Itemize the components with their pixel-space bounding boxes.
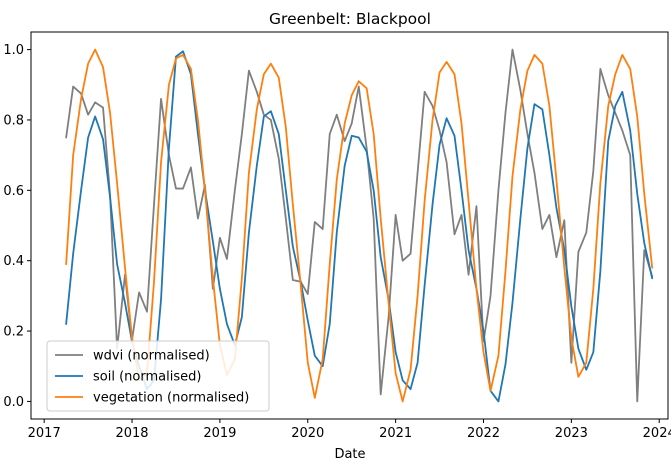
series-line-1	[65, 50, 654, 403]
legend-label-0: wdvi (normalised)	[93, 349, 210, 364]
x-tick-label: 2024	[643, 426, 671, 441]
y-axis: 0.0 0.2 0.4 0.6 0.8 1.0	[3, 43, 31, 410]
plot-frame	[30, 31, 669, 420]
y-tick-label: 0.0	[3, 395, 24, 410]
y-tick-label: 0.6	[3, 184, 24, 199]
x-axis-label: Date	[334, 447, 365, 462]
x-tick-label: 2023	[555, 426, 588, 441]
legend: wdvi (normalised) soil (normalised) vegeta…	[46, 340, 270, 412]
legend-box	[46, 340, 270, 412]
series-line-2	[65, 48, 654, 403]
legend-label-1: soil (normalised)	[93, 370, 201, 385]
series-line-0	[65, 48, 654, 403]
y-tick-label: 1.0	[3, 43, 24, 58]
x-tick-label: 2018	[115, 426, 148, 441]
y-tick-label: 0.4	[3, 254, 24, 269]
legend-label-2: vegetation (normalised)	[93, 391, 249, 406]
chart-title: Greenbelt: Blackpool	[269, 10, 431, 28]
series-layer	[65, 48, 654, 403]
x-tick-label: 2020	[291, 426, 324, 441]
x-tick-label: 2021	[379, 426, 412, 441]
x-tick-label: 2022	[467, 426, 500, 441]
x-axis: 2017 2018 2019 2020 2021 2022 2023 2024	[28, 419, 671, 441]
x-tick-label: 2017	[28, 426, 61, 441]
y-tick-label: 0.8	[3, 113, 24, 128]
x-tick-label: 2019	[203, 426, 236, 441]
y-tick-label: 0.2	[3, 325, 24, 340]
